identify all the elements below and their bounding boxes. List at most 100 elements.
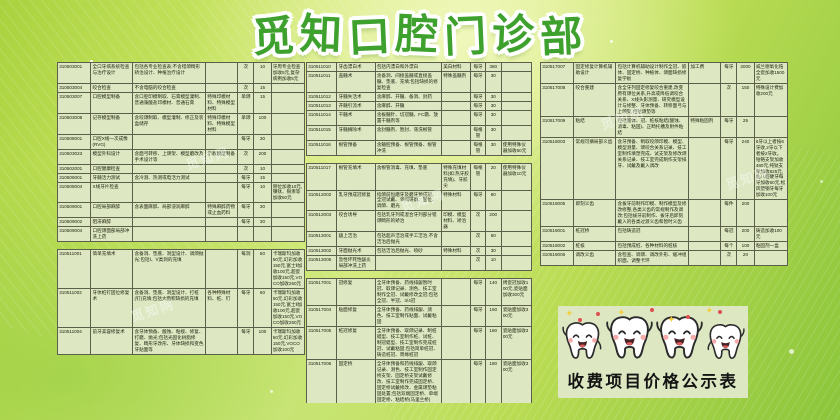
cell-note xyxy=(270,133,305,150)
cell-code: 310502001 xyxy=(57,163,92,174)
cell-unit: 每个 xyxy=(720,241,738,252)
cell-code: 310518003 xyxy=(540,136,575,201)
cell-desc: 含备洞、间接盖髓或直接盖髓、垫底、充填;包括缺损的修复检查 xyxy=(374,70,443,93)
fee-row: 310511012 牙髓失活术 含麻醉、开髓、备洞、封药 每牙 30 xyxy=(306,91,532,102)
cell-name: 固定修复计算机辅助设计 xyxy=(573,62,617,84)
cell-desc: 含拔髓针、切冠髓、FC霜、放置干髓剂等 xyxy=(374,109,443,126)
cell-note: 瓷贴面加收300元 xyxy=(500,325,532,360)
cell-excl xyxy=(440,124,472,141)
cell-name: 桩核 xyxy=(573,241,617,252)
cell-desc: 含根管消毒、充填、垫底 xyxy=(374,162,443,191)
confetti-dot xyxy=(578,318,582,322)
cell-note xyxy=(270,112,305,135)
fee-table: 310511001 简单充填术 含备洞、垫底、洞型设计、调颌抛光;包括Ⅰ、Ⅴ类洞的充… xyxy=(57,249,305,355)
cell-excl xyxy=(205,133,239,150)
cell-name: X线牙片检查 xyxy=(90,181,134,204)
cell-name: 冠修复 xyxy=(336,278,376,307)
cell-price: 10 xyxy=(253,62,272,84)
cell-price: 30 xyxy=(484,246,502,257)
tooth-mascot xyxy=(605,315,654,366)
cell-code: 310503008 xyxy=(57,112,92,135)
fee-row: 310503008 记存模型制备 含咬颌制取、模型灌制、修正及装盒储存 特殊印模材料、… xyxy=(57,112,305,135)
cell-code: 310503023 xyxy=(57,148,92,165)
cell-name: 简单充填术 xyxy=(90,249,134,290)
cell-price: 30 xyxy=(253,217,272,228)
cell-name: 乳牙预成冠修复 xyxy=(336,189,376,212)
cell-unit: 每牙 xyxy=(470,305,486,327)
cell-unit: 每牙 xyxy=(470,62,486,72)
cell-code: 310503004 xyxy=(57,82,92,93)
cell-desc: 含髓腔预备、根管预备、根管冲洗 xyxy=(374,139,443,156)
fee-row: 310511015 牙髓摘除术 含封髓剂、暂封、荡洗根管 每根管 30 xyxy=(306,124,532,141)
cell-unit: 每牙 xyxy=(237,217,255,228)
title-char: 门 xyxy=(443,11,494,62)
cell-unit: 每根管 xyxy=(470,139,486,156)
cell-price: 30 xyxy=(484,109,502,126)
cell-code: 310518005 xyxy=(540,199,575,228)
cell-name: 口腔健康检查 xyxy=(90,163,134,174)
cell-desc: 含表面麻醉、局部浸润麻醉 xyxy=(132,202,207,219)
cell-note xyxy=(500,109,532,126)
cell-excl: 加工费 xyxy=(688,62,722,84)
cell-name: 牙髓活力测试 xyxy=(90,172,134,183)
cell-excl xyxy=(688,82,722,117)
cell-price: 60 xyxy=(253,288,272,328)
cell-code: 310511013 xyxy=(306,100,338,111)
fee-row: 310511002 牙体桩钉固位修复术 含备洞、垫底、洞型设计、打桩(钉)充填;包括… xyxy=(57,288,305,328)
cell-desc: 包括超声洁治或手工洁治,不含洁治后抛光 xyxy=(374,231,443,248)
cell-desc xyxy=(132,226,207,243)
fee-row: 310511016 根管预备 含髓腔预备、根管预备、根管冲洗 每根管 30 使用特殊仪器加… xyxy=(306,139,532,156)
tooth-icon xyxy=(655,316,703,359)
teeth-mascots xyxy=(561,316,745,366)
cell-unit: 每牙 xyxy=(470,189,486,212)
cell-code: 310509001 xyxy=(57,202,92,219)
cell-note: 铸造加收100元 xyxy=(753,226,788,243)
cell-price: 30 xyxy=(253,202,272,219)
fee-row: 310511011 盖髓术 含备洞、间接盖髓或直接盖髓、垫底、充填;包括缺损的修复检… xyxy=(306,70,532,93)
fee-row: 310517004 贴面修复 全牙体预备、药线排龈、测色、技工室制作贴面、试戴粘固 每… xyxy=(306,305,532,327)
tooth-mascot xyxy=(705,323,746,366)
cell-excl xyxy=(440,231,472,248)
cell-desc: 包括铸造冠 xyxy=(615,226,690,243)
cell-excl xyxy=(205,249,239,290)
cell-unit: 每根管 xyxy=(470,124,486,141)
cell-note: 卡瑞斯玛加收50元,幻彩加收150元,VOCO加收100元 xyxy=(270,326,305,355)
cell-name: 模型外科设计 xyxy=(90,148,134,165)
cell-excl xyxy=(205,217,239,228)
cell-price: 80 xyxy=(484,189,502,212)
fee-table: 310511017 根管充填术 含根管消毒、充填、垫底 特殊充填材料(如:热牙胶充填)… xyxy=(306,162,532,272)
cell-price: 2000 xyxy=(736,62,755,84)
confetti-dot xyxy=(718,310,722,314)
cell-name: 咬合重建 xyxy=(573,82,617,117)
cell-desc: 含冷测、热测或电活力测试 xyxy=(132,172,207,183)
cell-excl xyxy=(688,241,722,252)
cell-price: 30 xyxy=(484,124,502,141)
cell-name: 牙体桩钉固位修复术 xyxy=(90,288,134,328)
cell-code: 310517007 xyxy=(540,62,575,84)
cell-excl xyxy=(688,226,722,243)
cell-code: 310517001 xyxy=(306,278,338,307)
cell-price: 150 xyxy=(484,305,502,327)
confetti-dot xyxy=(596,312,600,316)
cell-unit: 每牙 xyxy=(237,181,255,204)
cell-name: 咬合诱导 xyxy=(336,210,376,233)
fee-row: 310517005 桩冠修复 全牙体预备、取颌记录、制桩蜡型、技工室制作桩、试桩、制… xyxy=(306,325,532,360)
confetti-dot xyxy=(650,308,654,312)
page-title: 觅知口腔门诊部 xyxy=(0,2,840,63)
cell-note xyxy=(270,217,305,228)
cell-desc: 含备洞、垫底、洞型设计、调颌抛光;包括Ⅰ、Ⅴ类洞的充填 xyxy=(132,249,207,290)
cell-name: 记存模型制备 xyxy=(90,112,134,135)
cell-unit: 每牙 xyxy=(720,115,738,138)
fee-row: 310502001 口腔健康检查 次 10 xyxy=(57,163,305,174)
cell-name: 口腔模型制备 xyxy=(90,91,134,114)
cell-price: 30 xyxy=(484,91,502,102)
cell-note: 侧位加收10元,镍钛、银汞等加收50元 xyxy=(270,181,305,204)
cell-note xyxy=(500,70,532,93)
cell-unit: 每洞 xyxy=(237,249,255,290)
cell-excl xyxy=(440,305,472,327)
fee-row: 310511001 简单充填术 含备洞、垫底、洞型设计、调颌抛光;包括Ⅰ、Ⅴ类洞的充… xyxy=(57,249,305,290)
cell-unit: 单颌 xyxy=(237,112,255,135)
cell-note: 使用特殊仪器加收60元 xyxy=(500,139,532,156)
fee-table-column-left: 310503001 全口牙病系统检查与治疗设计 包括各专业检查表;不含错颌畸形矫治设… xyxy=(57,62,305,403)
cell-excl: 特殊材料 xyxy=(440,246,472,257)
